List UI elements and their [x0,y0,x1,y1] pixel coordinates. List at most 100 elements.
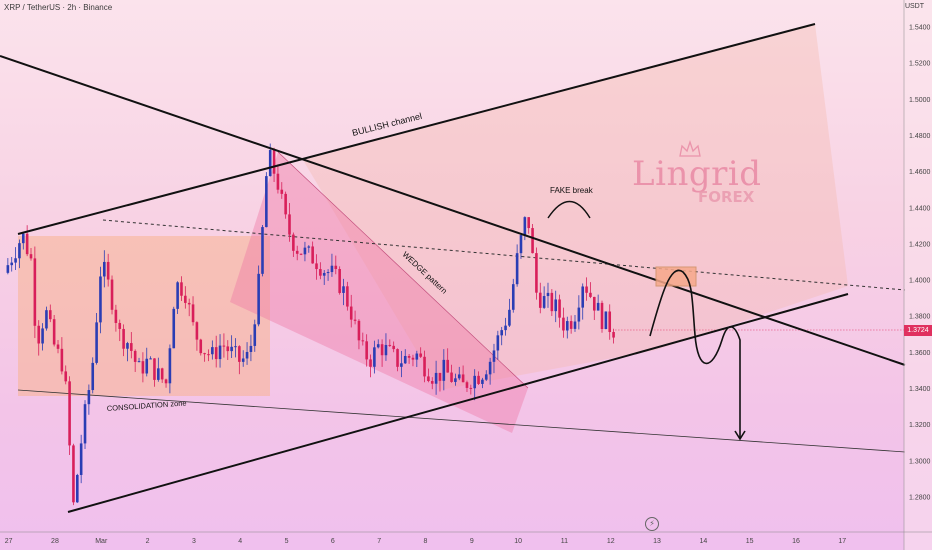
candle-body [508,309,511,326]
candle-body [596,302,600,311]
candle-body [592,296,596,311]
candle-body [6,265,10,273]
candle-body [257,273,260,325]
candle-body [249,345,253,352]
candle-body [353,319,357,321]
candle-body [203,353,206,355]
candle-body [41,328,44,344]
x-tick-label: 5 [285,538,289,545]
candle-body [546,292,550,297]
candle-body [284,193,287,215]
candle-body [388,344,392,346]
candle-body [515,253,519,285]
candle-body [79,443,83,475]
candle-body [415,353,419,360]
candle-body [461,374,465,383]
candle-body [454,378,457,382]
candle-body [25,233,29,255]
y-tick-label: 1.5000 [909,97,931,104]
candle-body [130,343,133,351]
candle-body [349,306,353,320]
x-tick-label: 28 [51,538,59,545]
candle-body [87,390,91,405]
candle-body [168,348,172,384]
y-tick-label: 1.4400 [909,205,931,212]
symbol-title: XRP / TetherUS · 2h · Binance [4,3,113,12]
candle-body [403,355,407,364]
candle-body [180,282,183,296]
candle-body [457,374,461,379]
candle-body [199,339,203,354]
x-tick-label: 15 [746,538,754,545]
candle-body [427,376,430,382]
candle-body [299,253,303,255]
candle-body [338,269,341,293]
candle-body [554,299,558,312]
candle-body [83,404,87,444]
y-axis-ticks: 1.5400 1.5200 1.5000 1.4800 1.4600 1.4400 1.42… [909,25,931,502]
candle-body [492,350,496,362]
candle-body [160,368,164,380]
candle-body [292,234,295,251]
candle-body [45,310,48,329]
x-tick-label: 12 [607,538,615,545]
candle-body [122,328,125,349]
x-tick-label: 11 [561,538,568,545]
candle-body [365,341,368,360]
price-axis-bg [904,0,932,550]
candle-body [33,258,37,326]
candle-body [276,173,280,190]
dotted-resistance-line [102,219,906,291]
x-tick-label: 8 [424,538,428,545]
candle-body [612,332,615,338]
candle-body [56,344,60,349]
candle-body [60,348,64,372]
candle-body [469,387,473,389]
candle-body [21,233,25,244]
candle-body [384,344,388,356]
candle-body [565,321,569,331]
candle-body [550,292,554,312]
candle-body [280,189,284,194]
candle-body [176,282,179,309]
candle-body [523,217,527,236]
candle-body [538,292,542,308]
crown-icon [679,140,701,157]
candle-body [68,381,71,446]
candle-body [303,247,307,255]
candle-body [326,272,330,274]
candle-body [400,363,403,367]
candle-body [608,311,612,333]
candle-body [261,227,264,274]
x-tick-label: 9 [470,538,474,545]
candle-body [214,347,218,360]
y-tick-label: 1.3200 [909,422,931,429]
candle-body [14,258,17,263]
candle-body [226,346,230,352]
candle-body [29,254,33,259]
bullish-channel-lower [67,293,849,513]
candle-body [99,276,102,323]
candle-body [187,302,191,305]
x-tick-label: 14 [699,538,707,545]
candle-body [488,361,492,375]
x-tick-label: 27 [5,538,13,545]
candle-body [581,286,585,308]
candle-body [141,361,145,374]
candle-body [504,325,507,331]
candle-body [106,261,110,280]
bullish-channel-upper [17,23,816,235]
x-tick-label: 7 [377,538,381,545]
x-tick-label: 3 [192,538,196,545]
x-axis-ticks: 27 28 Mar 2 3 4 5 6 7 8 9 10 11 12 13 14 15 16 17 [5,538,847,545]
candle-body [573,321,577,329]
candle-body [542,296,546,308]
candle-body [149,358,152,360]
candle-body [527,217,531,229]
tradingview-icon[interactable]: ⚡ [645,517,659,531]
candle-body [234,346,237,348]
candle-body [218,345,222,360]
x-tick-label: 10 [514,538,522,545]
candle-body [438,372,442,381]
